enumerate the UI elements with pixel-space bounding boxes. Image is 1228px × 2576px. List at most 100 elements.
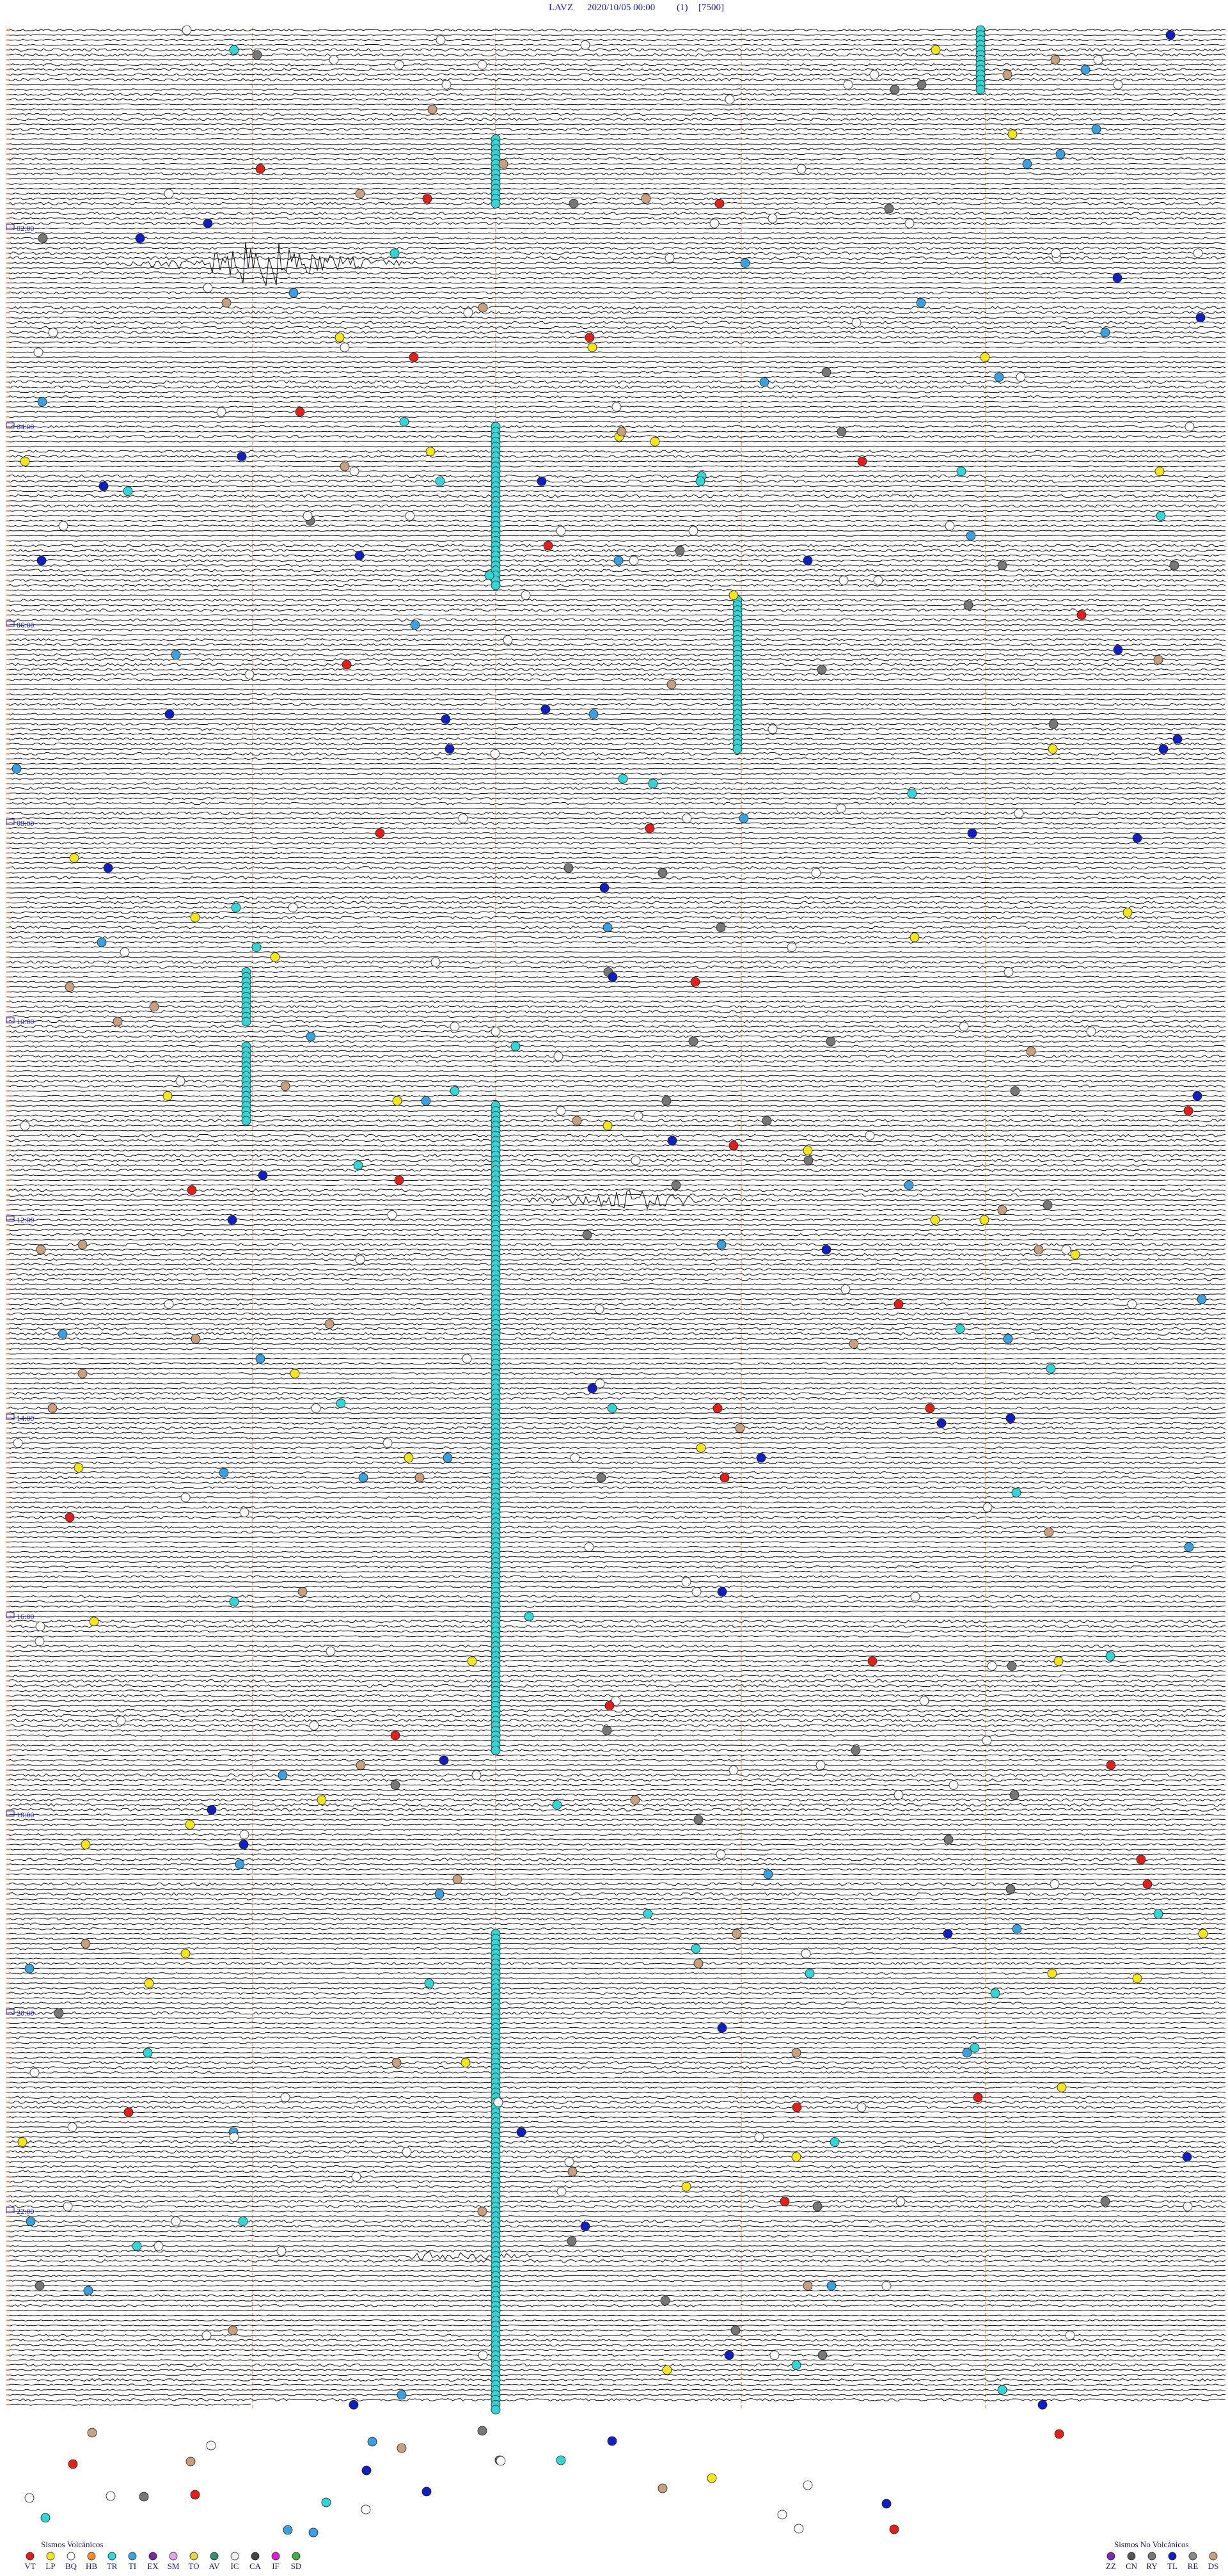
event bbox=[63, 2201, 73, 2211]
row-tick bbox=[6, 351, 10, 353]
trace bbox=[7, 1025, 1226, 1029]
trace bbox=[7, 718, 1226, 720]
row-tick bbox=[6, 1160, 10, 1161]
event bbox=[206, 2440, 216, 2451]
event bbox=[297, 1586, 308, 1597]
event bbox=[567, 2167, 578, 2177]
trace bbox=[7, 232, 1226, 235]
legend-swatch bbox=[87, 2552, 96, 2561]
event bbox=[732, 1929, 742, 1939]
trace bbox=[7, 2002, 1226, 2005]
trace bbox=[7, 1396, 1226, 1400]
trace bbox=[7, 2086, 1226, 2089]
trace bbox=[7, 539, 1226, 542]
event bbox=[450, 1022, 460, 1032]
legend-swatch bbox=[251, 2552, 260, 2561]
trace bbox=[7, 931, 1226, 934]
event bbox=[633, 1110, 643, 1121]
trace bbox=[7, 460, 1225, 462]
row-tick bbox=[6, 1442, 10, 1444]
row-tick bbox=[6, 1517, 10, 1518]
trace bbox=[7, 2076, 1226, 2079]
row-tick bbox=[6, 1016, 10, 1018]
row-tick bbox=[6, 1640, 10, 1642]
event bbox=[1043, 1200, 1053, 1210]
row-tick bbox=[6, 93, 10, 95]
row-tick bbox=[6, 2211, 10, 2212]
row-tick bbox=[6, 2082, 10, 2083]
event bbox=[1016, 372, 1026, 382]
row-tick bbox=[6, 1581, 10, 1583]
event bbox=[803, 1155, 814, 1166]
trace bbox=[7, 1575, 1226, 1579]
event bbox=[361, 2504, 371, 2515]
row-tick bbox=[6, 912, 10, 913]
row-tick bbox=[6, 2275, 10, 2277]
event bbox=[707, 2473, 717, 2483]
event bbox=[856, 2102, 867, 2112]
event bbox=[252, 50, 262, 60]
event bbox=[945, 521, 955, 531]
event bbox=[182, 25, 192, 35]
trace bbox=[7, 1293, 1226, 1295]
event bbox=[754, 2132, 764, 2142]
trace bbox=[7, 1927, 1226, 1931]
trace bbox=[7, 2274, 1226, 2277]
row-tick bbox=[6, 470, 10, 472]
row-tick bbox=[6, 991, 10, 993]
row-tick bbox=[6, 798, 10, 800]
trace bbox=[7, 2115, 1226, 2119]
time-label: 04:00 bbox=[17, 422, 34, 431]
trace bbox=[7, 990, 1225, 993]
event bbox=[354, 551, 365, 560]
trace bbox=[7, 256, 1226, 260]
trace bbox=[7, 708, 1226, 711]
row-tick bbox=[6, 1402, 10, 1404]
trace bbox=[7, 415, 1226, 418]
row-tick bbox=[6, 723, 10, 725]
event bbox=[1050, 1879, 1060, 1889]
row-tick bbox=[6, 2280, 10, 2282]
event bbox=[803, 1146, 813, 1155]
row-tick bbox=[6, 1512, 10, 1513]
event bbox=[342, 660, 352, 670]
trace bbox=[7, 2349, 1226, 2351]
trace bbox=[7, 1506, 1226, 1509]
event bbox=[849, 1339, 859, 1349]
row-tick bbox=[6, 1968, 10, 1970]
trace bbox=[7, 722, 1226, 726]
trace bbox=[7, 1436, 1226, 1440]
row-tick bbox=[6, 668, 10, 670]
row-tick bbox=[6, 1874, 10, 1875]
event bbox=[777, 2509, 787, 2520]
event bbox=[695, 476, 705, 486]
row-tick bbox=[6, 1268, 10, 1270]
time-marker bbox=[6, 224, 15, 230]
event bbox=[962, 2048, 972, 2058]
trace bbox=[7, 693, 1226, 696]
trace bbox=[7, 1659, 1226, 1663]
trace bbox=[7, 702, 1226, 706]
time-marker bbox=[6, 2009, 15, 2015]
row-tick bbox=[6, 1977, 10, 1979]
row-tick bbox=[6, 877, 10, 879]
event bbox=[47, 1403, 58, 1413]
trace bbox=[7, 1630, 1226, 1633]
event bbox=[596, 1473, 606, 1483]
row-tick bbox=[6, 549, 10, 551]
event bbox=[190, 912, 200, 922]
trace bbox=[7, 1228, 1225, 1231]
event bbox=[203, 218, 213, 228]
trace bbox=[7, 1377, 1226, 1380]
event bbox=[1007, 1661, 1017, 1671]
row-tick bbox=[6, 1863, 10, 1865]
trace bbox=[7, 1496, 1226, 1499]
row-tick bbox=[6, 79, 10, 81]
event bbox=[1093, 55, 1103, 65]
trace bbox=[7, 1238, 1226, 1241]
trace bbox=[7, 1882, 1226, 1886]
event bbox=[98, 481, 109, 491]
trace bbox=[7, 1892, 1226, 1896]
event bbox=[65, 1512, 75, 1522]
event bbox=[516, 2127, 526, 2137]
